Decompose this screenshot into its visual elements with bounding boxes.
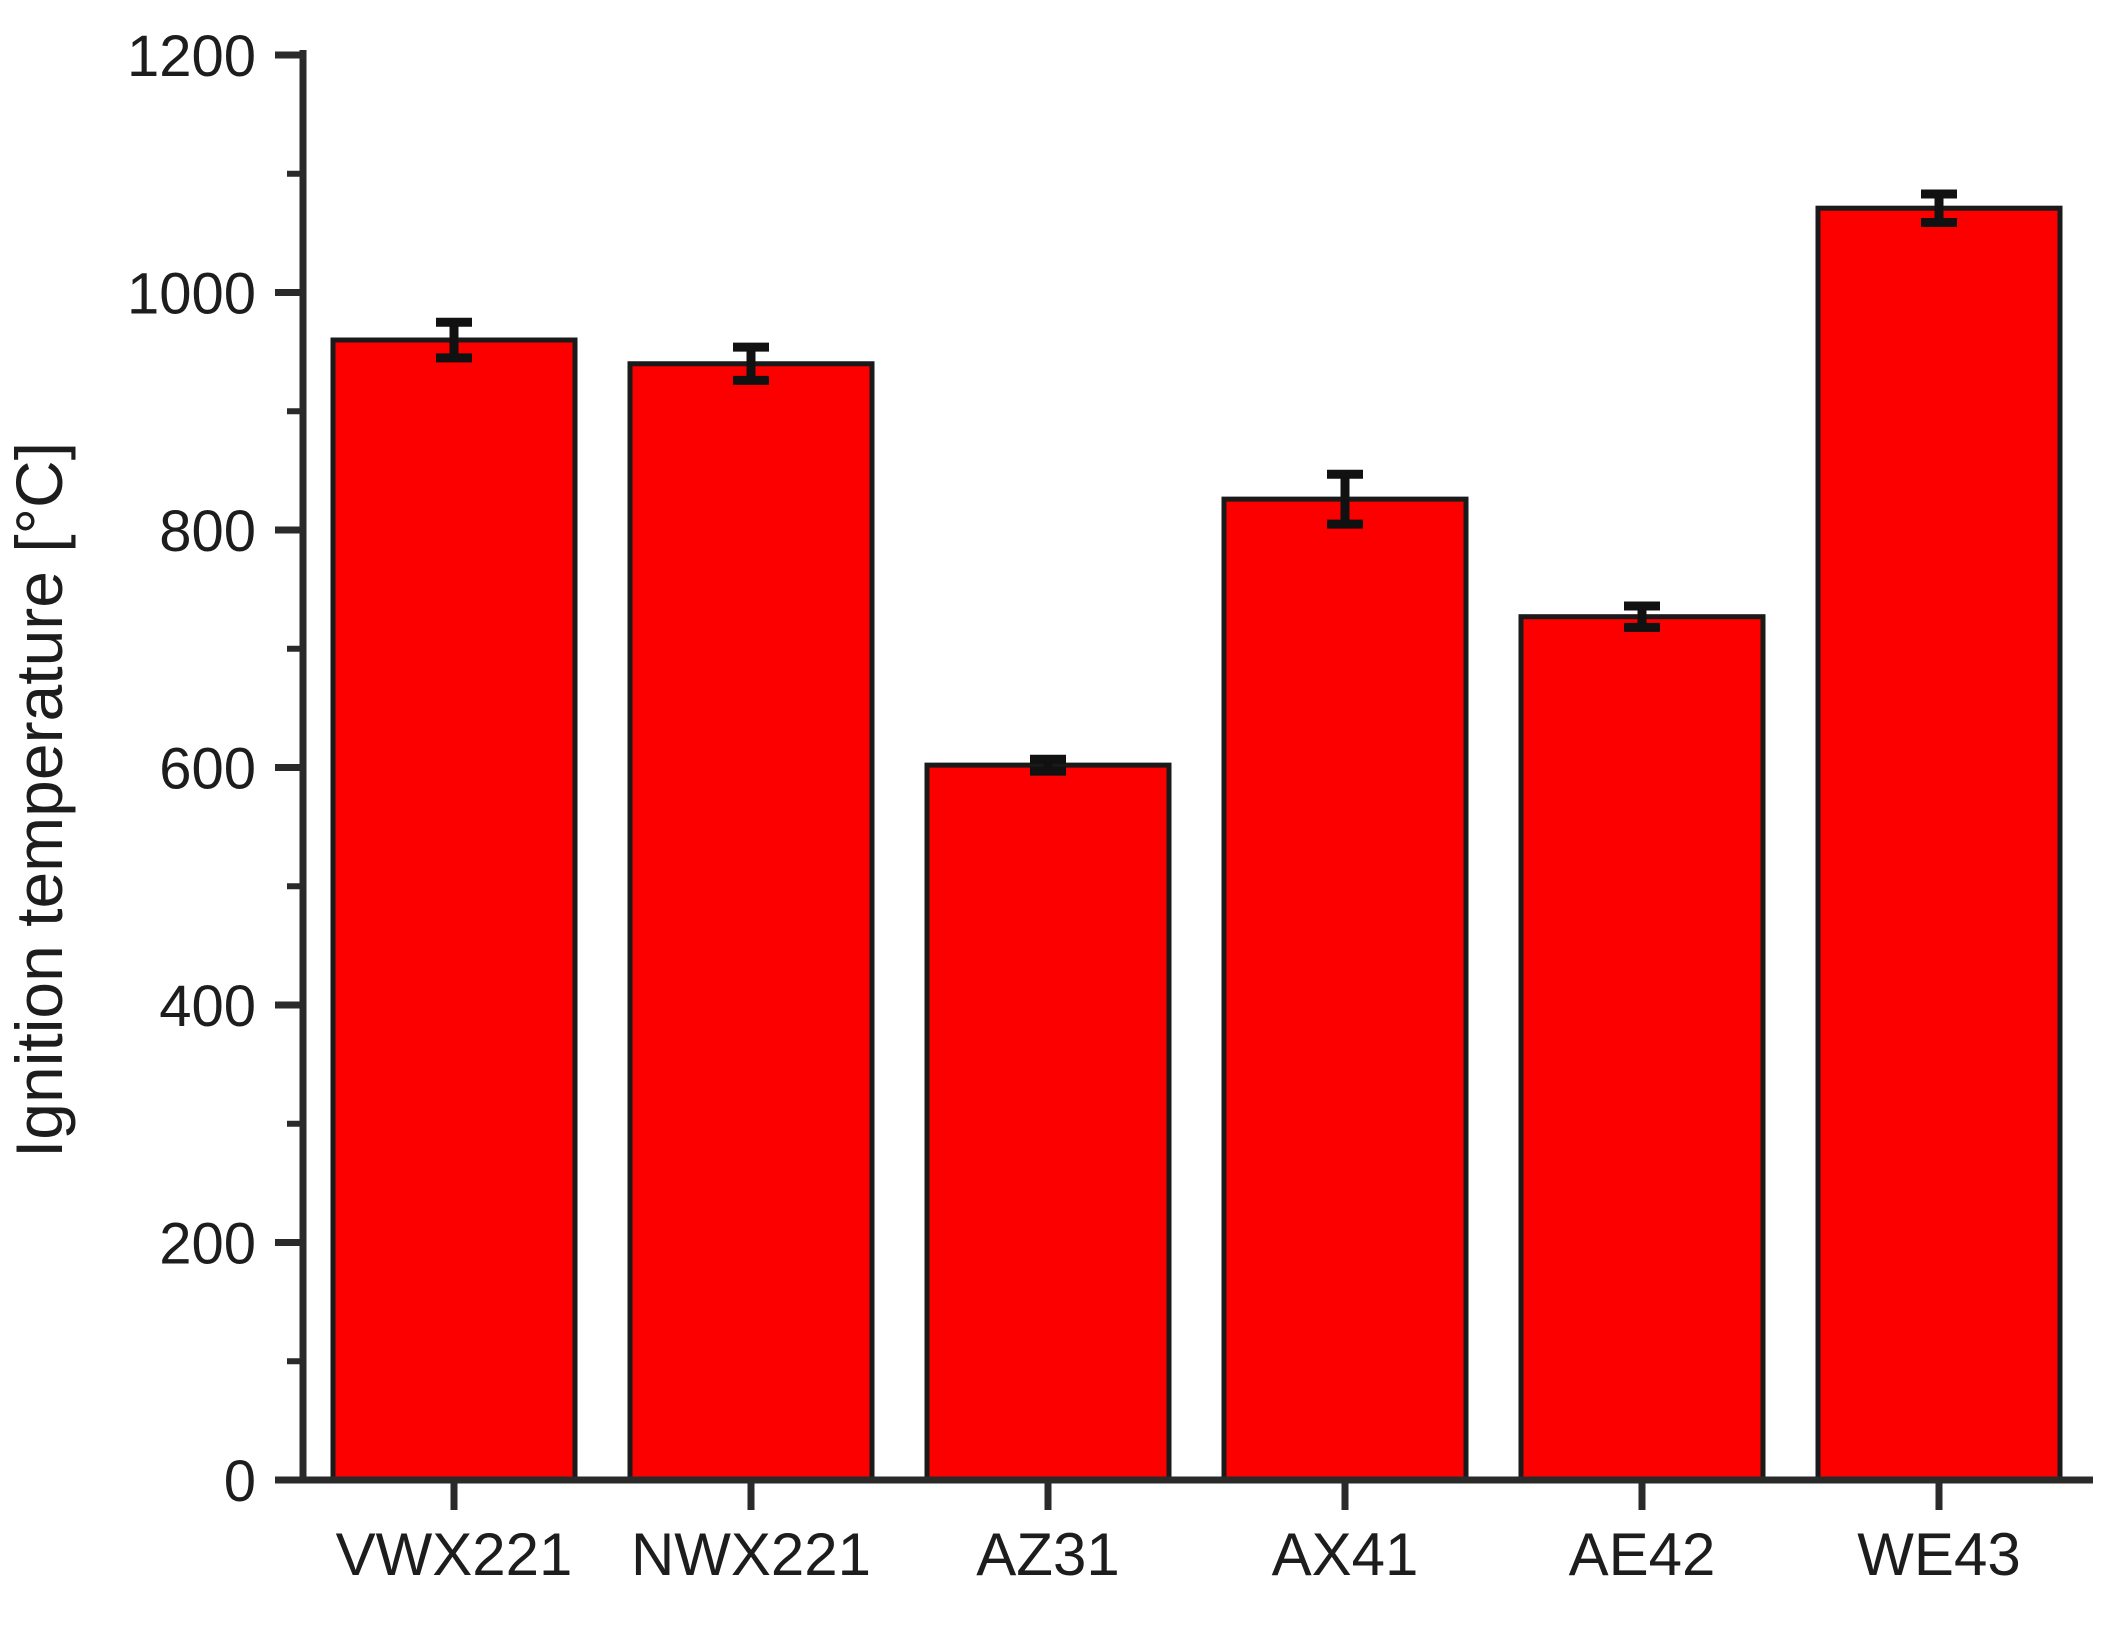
bar-AX41 (1221, 496, 1469, 1483)
y-axis-title: Ignition temperature [°C] (2, 442, 76, 1158)
error-bar-NWX221 (733, 342, 769, 385)
x-tick-label-AX41: AX41 (1272, 1521, 1419, 1588)
y-tick-label-800: 800 (159, 499, 256, 564)
x-tick-label-AE42: AE42 (1569, 1521, 1716, 1588)
y-tick-label-200: 200 (159, 1211, 256, 1276)
y-tick-label-0: 0 (224, 1449, 256, 1514)
y-tick-label-1000: 1000 (127, 261, 256, 326)
y-tick-label-400: 400 (159, 974, 256, 1039)
error-bar-AE42 (1624, 601, 1660, 632)
error-bar-WE43 (1921, 189, 1957, 227)
error-bar-AZ31 (1030, 754, 1066, 776)
error-bar-AX41 (1327, 469, 1363, 529)
x-tick-label-WE43: WE43 (1857, 1521, 2020, 1588)
x-tick-label-VWX221: VWX221 (336, 1521, 573, 1588)
y-tick-label-1200: 1200 (127, 24, 256, 89)
y-tick-label-600: 600 (159, 736, 256, 801)
bar-WE43 (1815, 205, 2063, 1483)
bar-NWX221 (627, 361, 875, 1483)
x-tick-label-NWX221: NWX221 (631, 1521, 871, 1588)
bar-AZ31 (924, 762, 1172, 1483)
error-bar-VWX221 (436, 317, 472, 363)
bar-VWX221 (330, 337, 578, 1483)
bar-AE42 (1518, 614, 1766, 1483)
x-tick-label-AZ31: AZ31 (976, 1521, 1119, 1588)
